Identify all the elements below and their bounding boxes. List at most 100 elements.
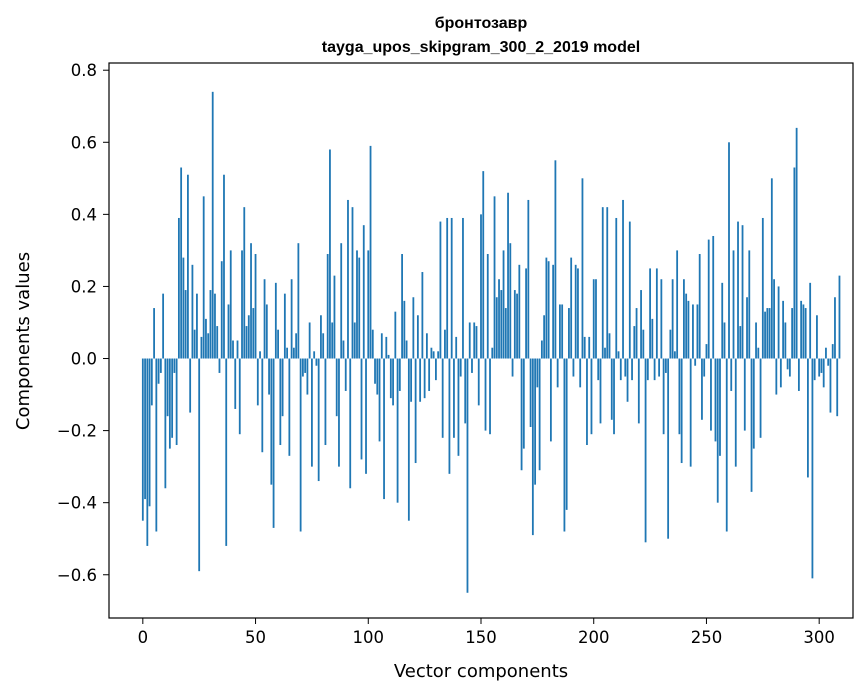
bar-259: [725, 358, 728, 532]
bar-234: [669, 329, 672, 359]
bar-88: [340, 243, 343, 359]
bar-149: [477, 358, 480, 406]
bar-264: [737, 221, 739, 359]
bar-302: [822, 358, 825, 388]
bar-274: [759, 358, 762, 438]
bar-273: [757, 347, 760, 359]
bar-283: [779, 358, 782, 388]
bar-96: [358, 257, 361, 359]
bar-242: [687, 300, 690, 359]
bar-71: [301, 358, 304, 377]
bar-161: [504, 308, 507, 359]
bar-86: [335, 358, 338, 417]
bar-171: [527, 199, 530, 359]
bar-50: [254, 254, 257, 359]
bar-95: [356, 250, 358, 359]
bar-155: [491, 347, 494, 359]
bar-168: [520, 358, 523, 471]
bar-44: [241, 250, 243, 359]
bar-193: [577, 268, 579, 359]
bar-223: [644, 358, 647, 543]
bar-247: [698, 254, 701, 359]
bar-301: [820, 358, 823, 373]
bar-26: [200, 336, 203, 359]
bar-83: [329, 149, 331, 359]
bar-18: [182, 257, 185, 359]
bar-157: [495, 297, 498, 359]
bar-29: [207, 333, 210, 359]
bar-56: [268, 358, 270, 395]
y-tick-label: 0.4: [71, 205, 97, 224]
bar-305: [829, 358, 832, 413]
bar-220: [637, 358, 640, 424]
bar-49: [252, 308, 255, 359]
bar-250: [705, 344, 708, 359]
y-tick-label: 0.0: [71, 350, 97, 369]
bar-231: [662, 358, 665, 435]
bar-304: [827, 358, 830, 366]
bar-31: [211, 91, 214, 359]
bar-89: [342, 340, 345, 359]
bar-17: [180, 167, 183, 359]
bar-207: [608, 333, 611, 359]
bar-41: [234, 358, 237, 409]
x-tick-label: 300: [803, 628, 835, 647]
bar-169: [522, 358, 525, 449]
bar-298: [813, 358, 816, 381]
bar-80: [322, 333, 325, 359]
bar-3: [148, 358, 151, 507]
bar-112: [394, 311, 397, 359]
bar-85: [333, 275, 336, 359]
bar-279: [770, 178, 773, 359]
y-axis-label: Components values: [13, 252, 34, 430]
bar-102: [371, 329, 374, 359]
bar-269: [748, 250, 751, 359]
bar-191: [572, 358, 575, 377]
bar-277: [766, 308, 769, 359]
bar-91: [347, 199, 349, 359]
bar-255: [716, 358, 719, 503]
bar-15: [175, 358, 178, 446]
bar-117: [405, 340, 408, 359]
bar-6: [155, 358, 158, 532]
bar-142: [462, 217, 464, 359]
bar-51: [256, 358, 259, 406]
bar-236: [673, 351, 676, 359]
bar-45: [243, 207, 246, 359]
bar-77: [315, 358, 318, 366]
bar-16: [177, 217, 180, 359]
bar-23: [193, 329, 196, 359]
bar-296: [809, 282, 812, 359]
chart-subtitle: tayga_upos_skipgram_300_2_2019 model: [322, 39, 640, 56]
bar-170: [525, 268, 527, 359]
bar-245: [694, 358, 697, 366]
bar-60: [277, 329, 279, 359]
bar-61: [279, 358, 282, 446]
bar-74: [308, 322, 311, 359]
bar-53: [261, 358, 264, 453]
bar-38: [227, 304, 230, 359]
bar-165: [513, 290, 516, 359]
bar-258: [723, 322, 726, 359]
bar-196: [583, 336, 586, 359]
bar-286: [786, 358, 789, 370]
bar-65: [288, 358, 291, 456]
bar-190: [570, 257, 573, 359]
bar-146: [471, 358, 473, 373]
bar-111: [392, 358, 394, 406]
bar-138: [453, 358, 455, 438]
bar-295: [807, 358, 809, 478]
bar-119: [410, 358, 413, 402]
bar-176: [538, 358, 541, 471]
bar-0: [141, 358, 144, 521]
y-tick-label: −0.6: [57, 566, 97, 585]
bar-8: [159, 358, 162, 373]
bar-280: [773, 279, 775, 359]
bar-214: [624, 358, 627, 377]
bar-164: [511, 358, 514, 377]
x-tick-label: 250: [691, 628, 723, 647]
bar-109: [387, 354, 390, 359]
bar-147: [473, 322, 476, 359]
bar-212: [619, 358, 622, 381]
bar-179: [545, 257, 548, 359]
